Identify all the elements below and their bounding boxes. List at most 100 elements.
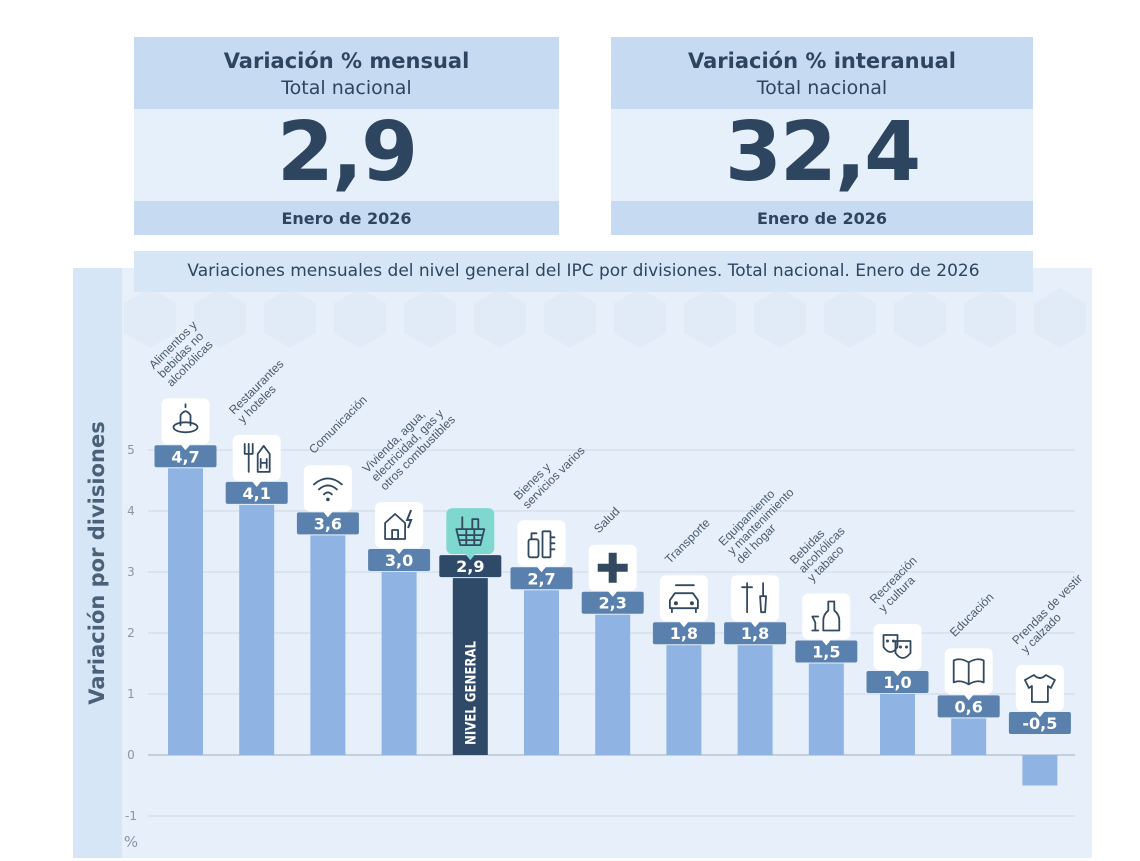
pattern-hexagon xyxy=(334,288,386,348)
icon-tile-pointer xyxy=(963,694,974,701)
pattern-hexagon xyxy=(264,288,316,348)
card-header: Variación % interanual Total nacional xyxy=(611,37,1033,109)
fork-knife-hotel-icon xyxy=(243,443,271,473)
card-date: Enero de 2026 xyxy=(281,209,412,228)
pattern-hexagon xyxy=(824,288,876,348)
value-label: 1,8 xyxy=(670,624,698,643)
bar xyxy=(452,578,488,755)
icon-tile-pointer xyxy=(678,621,689,628)
pattern-hexagon xyxy=(544,288,596,348)
y-tick-label: 5 xyxy=(127,443,135,457)
bar xyxy=(951,718,987,755)
bar xyxy=(524,590,559,755)
monthly-value: 2,9 xyxy=(276,105,418,200)
bar xyxy=(666,645,702,755)
icon-tile-pointer xyxy=(322,511,333,518)
pattern-hexagon xyxy=(754,288,806,348)
value-label: 2,9 xyxy=(456,557,484,576)
pattern-hexagon xyxy=(404,288,456,348)
y-tick-label: 0 xyxy=(127,748,135,762)
y-tick-label: 1 xyxy=(127,687,135,701)
value-label-box xyxy=(724,622,787,645)
bar xyxy=(168,468,203,755)
icon-tile xyxy=(731,575,780,622)
icon-tile-pointer xyxy=(607,590,618,597)
value-label-box xyxy=(296,512,359,535)
pattern-hexagon xyxy=(1034,288,1086,348)
food-icon xyxy=(172,403,199,434)
value-label-box xyxy=(652,622,715,645)
card-header: Variación % mensual Total nacional xyxy=(134,37,559,109)
y-tick-label: 3 xyxy=(127,565,135,579)
card-body: 32,4 xyxy=(611,105,1033,201)
icon-tile-pointer xyxy=(536,566,547,573)
pattern-hexagon xyxy=(124,288,176,348)
icon-tile xyxy=(303,465,352,512)
icon-tile xyxy=(161,398,210,445)
bar xyxy=(808,663,844,755)
pattern-hexagon xyxy=(964,288,1016,348)
yearly-value: 32,4 xyxy=(724,105,921,200)
health-cross-icon xyxy=(597,552,628,583)
value-label: 1,5 xyxy=(812,643,840,662)
card-title: Variación % interanual xyxy=(688,49,956,73)
tools-icon xyxy=(741,582,767,614)
icon-tile-pointer xyxy=(892,670,903,676)
bar xyxy=(737,645,773,755)
icon-tile-pointer xyxy=(821,639,832,646)
house-energy-icon xyxy=(384,509,413,540)
toiletries-icon xyxy=(527,530,556,559)
value-label-box xyxy=(866,671,929,693)
value-label-box xyxy=(439,555,502,578)
value-label-box xyxy=(510,567,573,590)
icon-tile-pointer xyxy=(1034,711,1045,717)
card-footer: Enero de 2026 xyxy=(134,201,559,235)
value-label-box xyxy=(154,445,217,468)
value-label-box xyxy=(225,481,288,504)
category-group: NIVEL GENERAL 2,9 xyxy=(439,508,502,755)
bar xyxy=(381,572,417,755)
icon-tile xyxy=(375,502,424,548)
pattern-hexagon xyxy=(194,288,246,348)
bar xyxy=(880,694,915,755)
card-subtitle: Total nacional xyxy=(756,77,888,99)
value-label: 0,6 xyxy=(955,697,983,716)
pattern-hexagon xyxy=(614,288,666,348)
pattern-hexagon xyxy=(474,288,526,348)
y-tick-label: 4 xyxy=(127,504,135,518)
value-label: 2,7 xyxy=(527,569,555,588)
value-label: -0,5 xyxy=(1022,714,1057,733)
pattern-hexagon xyxy=(894,288,946,348)
car-icon xyxy=(669,584,699,614)
value-label: 4,7 xyxy=(171,447,199,466)
bar xyxy=(595,614,631,755)
shirt-icon xyxy=(1024,674,1056,703)
icon-tile xyxy=(446,508,495,555)
card-subtitle: Total nacional xyxy=(281,77,412,99)
icon-tile-pointer xyxy=(394,548,405,554)
background-pattern xyxy=(124,288,1086,348)
y-axis-panel xyxy=(73,268,122,858)
theater-masks-icon xyxy=(882,634,912,659)
icon-tile-pointer xyxy=(465,554,476,561)
card-footer: Enero de 2026 xyxy=(611,201,1033,235)
icon-tile xyxy=(659,575,708,622)
card-body: 2,9 xyxy=(134,105,559,201)
y-axis-unit: % xyxy=(124,833,138,851)
y-tick-label: -1 xyxy=(125,809,137,823)
icon-tile xyxy=(1015,665,1064,711)
book-icon xyxy=(952,658,985,686)
pattern-hexagon xyxy=(684,288,736,348)
y-axis-label: Variación por divisiones xyxy=(85,421,109,704)
value-label: 2,3 xyxy=(599,594,627,613)
value-label-box xyxy=(581,591,644,614)
icon-tile-pointer xyxy=(251,480,262,487)
value-label: 3,0 xyxy=(385,551,413,570)
value-label-box xyxy=(795,640,858,663)
icon-tile-pointer xyxy=(750,621,761,628)
shopping-basket-icon xyxy=(455,516,486,546)
value-label-box xyxy=(368,549,431,571)
bar xyxy=(310,535,346,755)
